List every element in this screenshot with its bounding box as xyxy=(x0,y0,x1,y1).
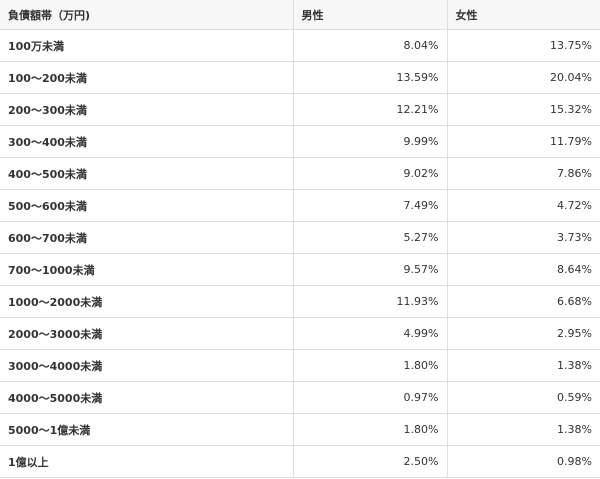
row-label: 600〜700未満 xyxy=(0,221,293,254)
row-label: 100万未満 xyxy=(0,29,293,62)
value-cell: 2.95% xyxy=(446,317,600,350)
table-row: 300〜400未満 9.99% 11.79% xyxy=(0,125,600,158)
value-cell: 0.59% xyxy=(446,381,600,414)
header-cell: 女性 xyxy=(446,0,600,30)
value-cell: 5.27% xyxy=(292,221,447,254)
table-row: 200〜300未満 12.21% 15.32% xyxy=(0,93,600,126)
row-label: 200〜300未満 xyxy=(0,93,293,126)
row-label: 3000〜4000未満 xyxy=(0,349,293,382)
value-cell: 9.99% xyxy=(292,125,447,158)
value-cell: 8.04% xyxy=(292,29,447,62)
value-cell: 1.80% xyxy=(292,413,447,446)
row-label: 700〜1000未満 xyxy=(0,253,293,286)
value-cell: 0.98% xyxy=(446,445,600,478)
table-row: 400〜500未満 9.02% 7.86% xyxy=(0,157,600,190)
value-cell: 4.72% xyxy=(446,189,600,222)
value-cell: 13.75% xyxy=(446,29,600,62)
header-cell: 負債額帯（万円) xyxy=(0,0,293,30)
value-cell: 11.93% xyxy=(292,285,447,318)
table-row: 100万未満 8.04% 13.75% xyxy=(0,29,600,62)
value-cell: 2.50% xyxy=(292,445,447,478)
table-row: 2000〜3000未満 4.99% 2.95% xyxy=(0,317,600,350)
value-cell: 1.80% xyxy=(292,349,447,382)
value-cell: 15.32% xyxy=(446,93,600,126)
value-cell: 0.97% xyxy=(292,381,447,414)
value-cell: 1.38% xyxy=(446,349,600,382)
row-label: 500〜600未満 xyxy=(0,189,293,222)
value-cell: 1.38% xyxy=(446,413,600,446)
value-cell: 8.64% xyxy=(446,253,600,286)
value-cell: 6.68% xyxy=(446,285,600,318)
table-header: 負債額帯（万円) 男性 女性 xyxy=(0,0,600,30)
header-row: 負債額帯（万円) 男性 女性 xyxy=(0,0,600,30)
row-label: 300〜400未満 xyxy=(0,125,293,158)
value-cell: 11.79% xyxy=(446,125,600,158)
row-label: 5000〜1億未満 xyxy=(0,413,293,446)
row-label: 100〜200未満 xyxy=(0,61,293,94)
table-row: 100〜200未満 13.59% 20.04% xyxy=(0,61,600,94)
table-row: 5000〜1億未満 1.80% 1.38% xyxy=(0,413,600,446)
value-cell: 9.02% xyxy=(292,157,447,190)
row-label: 4000〜5000未満 xyxy=(0,381,293,414)
table-row: 4000〜5000未満 0.97% 0.59% xyxy=(0,381,600,414)
table-body: 100万未満 8.04% 13.75% 100〜200未満 13.59% 20.04% 20… xyxy=(0,29,600,478)
table-row: 1億以上 2.50% 0.98% xyxy=(0,445,600,478)
row-label: 1000〜2000未満 xyxy=(0,285,293,318)
value-cell: 4.99% xyxy=(292,317,447,350)
table-row: 1000〜2000未満 11.93% 6.68% xyxy=(0,285,600,318)
header-cell: 男性 xyxy=(292,0,447,30)
value-cell: 13.59% xyxy=(292,61,447,94)
table-row: 3000〜4000未満 1.80% 1.38% xyxy=(0,349,600,382)
row-label: 2000〜3000未満 xyxy=(0,317,293,350)
value-cell: 12.21% xyxy=(292,93,447,126)
table-row: 700〜1000未満 9.57% 8.64% xyxy=(0,253,600,286)
value-cell: 3.73% xyxy=(446,221,600,254)
row-label: 1億以上 xyxy=(0,445,293,478)
value-cell: 9.57% xyxy=(292,253,447,286)
value-cell: 7.86% xyxy=(446,157,600,190)
value-cell: 20.04% xyxy=(446,61,600,94)
table-row: 600〜700未満 5.27% 3.73% xyxy=(0,221,600,254)
row-label: 400〜500未満 xyxy=(0,157,293,190)
value-cell: 7.49% xyxy=(292,189,447,222)
table-row: 500〜600未満 7.49% 4.72% xyxy=(0,189,600,222)
